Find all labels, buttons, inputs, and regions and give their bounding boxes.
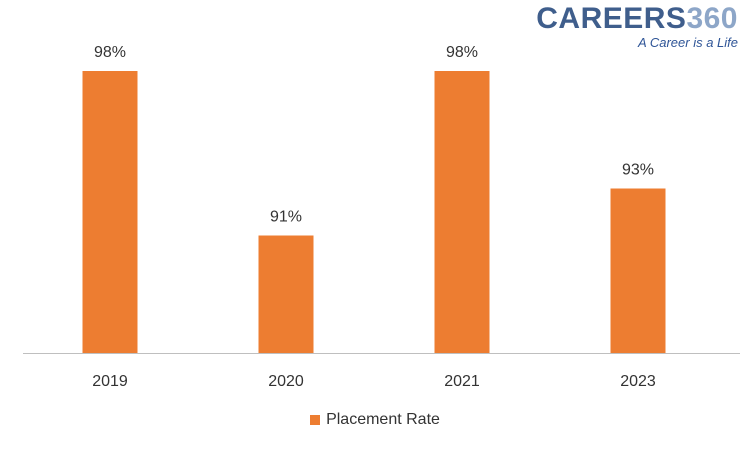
- logo-number: 360: [686, 2, 738, 35]
- careers360-logo: CAREERS360 A Career is a Life: [536, 4, 738, 50]
- legend: Placement Rate: [0, 410, 750, 430]
- logo-tagline: A Career is a Life: [638, 35, 738, 50]
- logo-wordmark: CAREERS360: [536, 4, 738, 34]
- data-label-2019: 98%: [94, 44, 126, 61]
- bar-2023: [610, 188, 666, 353]
- legend-label: Placement Rate: [326, 411, 440, 428]
- x-tick-label-2019: 2019: [92, 373, 128, 390]
- bar-2020: [258, 235, 314, 353]
- bar-2019: [82, 71, 138, 353]
- x-tick-label-2020: 2020: [268, 373, 304, 390]
- data-label-2020: 91%: [270, 209, 302, 226]
- data-label-2023: 93%: [622, 162, 654, 179]
- x-tick-label-2023: 2023: [620, 373, 656, 390]
- logo-word: CAREERS: [536, 2, 687, 35]
- data-label-2021: 98%: [446, 44, 478, 61]
- legend-swatch: [310, 415, 321, 425]
- bar-2021: [434, 71, 490, 353]
- x-tick-label-2021: 2021: [444, 373, 480, 390]
